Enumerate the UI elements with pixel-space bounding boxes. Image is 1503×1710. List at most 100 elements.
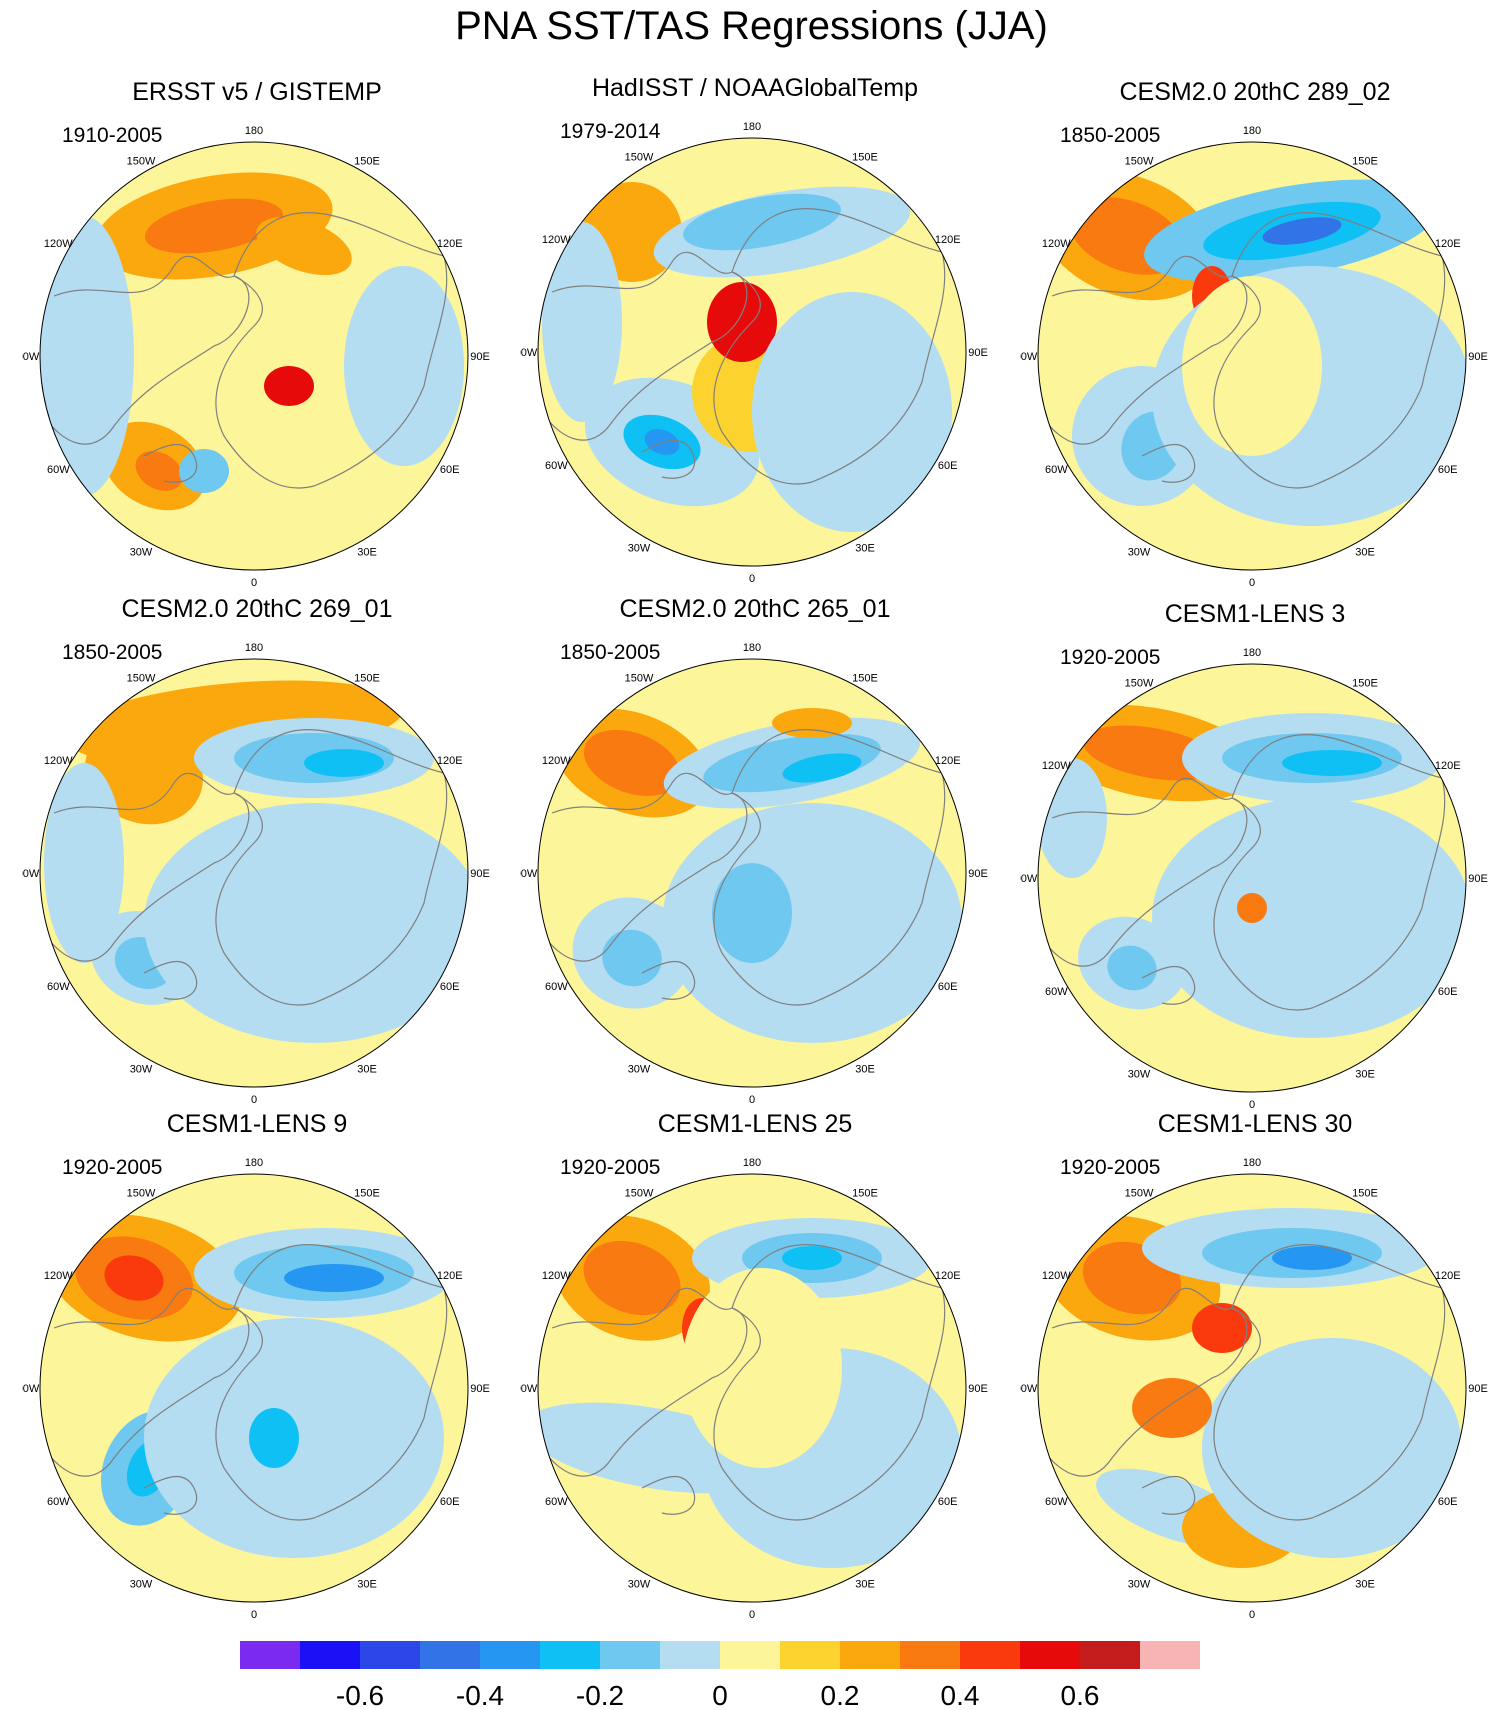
longitude-label: 150W [127,155,156,167]
longitude-label: 60E [938,981,958,993]
polar-map: 180 150E 120E 90E 60E 30E 0 30W 60W 90W 120W 150W [22,642,490,1106]
longitude-label: 60E [1438,464,1458,476]
anomaly-contour [256,216,352,276]
anomaly-contour [1152,798,1466,1038]
longitude-label: 150E [852,1187,878,1199]
panel-period: 1850-2005 [560,641,661,664]
colorbar-swatch [1140,1641,1200,1669]
longitude-label: 120W [44,238,73,250]
anomaly-contour [104,1255,164,1301]
map-border [39,1173,469,1603]
coastline [143,960,198,1000]
longitude-label: 90W [1020,1383,1038,1395]
longitude-label: 60W [47,981,70,993]
longitude-label: 30E [1355,1579,1375,1591]
longitude-label: 30E [357,1579,377,1591]
coastline [143,1475,198,1515]
panel-period: 1920-2005 [1060,1156,1161,1179]
longitude-label: 0 [1249,1609,1255,1621]
longitude-label: 0 [749,1094,755,1106]
coastline [641,439,696,479]
longitude-label: 30E [855,1579,875,1591]
anomaly-contour [752,292,952,532]
anomaly-contour [644,429,680,455]
colorbar-swatch [360,1641,421,1669]
longitude-label: 120W [44,755,73,767]
longitude-label: 150E [1352,677,1378,689]
anomaly-contour [602,929,662,987]
colorbar-swatch [900,1641,961,1669]
coastline [1041,255,1248,445]
map-border [537,137,967,567]
anomaly-contour [583,730,681,796]
colorbar-swatch [300,1641,361,1669]
anomaly-contour [144,803,468,1043]
longitude-label: 120W [542,755,571,767]
longitude-label: 120W [1042,238,1071,250]
longitude-label: 120W [1042,760,1071,772]
longitude-label: 120E [935,1270,961,1282]
map-border [1037,663,1467,1093]
panel-title: HadISST / NOAAGlobalTemp [591,74,919,102]
longitude-label: 30E [357,547,377,559]
longitude-label: 150W [1125,1187,1154,1199]
polar-map: 180 150E 120E 90E 60E 30E 0 30W 60W 90W 120W 150W [1020,125,1488,589]
polar-map: 180 150E 120E 90E 60E 30E 0 30W 60W 90W 120W 150W [22,125,490,589]
map-panel: 180 150E 120E 90E 60E 30E 0 30W 60W 90W 120W 150W Ha… [520,74,990,594]
coastline [1041,777,1248,967]
coastline [1213,212,1446,489]
panel-title: CESM1-LENS 3 [1164,600,1346,628]
longitude-label: 60E [440,464,460,476]
anomaly-contour [1237,893,1267,923]
anomaly-contour [662,803,962,1043]
anomaly-contour [1132,1378,1212,1438]
longitude-label: 150W [625,1187,654,1199]
longitude-label: 150E [354,672,380,684]
colorbar-swatch [420,1641,481,1669]
panel-period: 1850-2005 [62,641,163,664]
longitude-label: 90W [1020,873,1038,885]
panel-period: 1850-2005 [1060,124,1161,147]
longitude-label: 120W [1042,1270,1071,1282]
coastline [713,208,946,485]
map-panel: 180 150E 120E 90E 60E 30E 0 30W 60W 90W 120W 150W CE… [520,1110,990,1630]
longitude-label: 60W [545,981,568,993]
colorbar-swatch [1020,1641,1081,1669]
longitude-label: 180 [743,121,761,133]
polar-map: 180 150E 120E 90E 60E 30E 0 30W 60W 90W 120W 150W [1020,647,1488,1111]
map-panel: 180 150E 120E 90E 60E 30E 0 30W 60W 90W 120W 150W CE… [520,595,990,1115]
coastline [1041,1287,1248,1477]
longitude-label: 60E [1438,1496,1458,1508]
colorbar-label: 0.2 [821,1680,860,1710]
coastline [215,1244,448,1521]
anomaly-contour [144,198,284,254]
map-border [39,658,469,1088]
longitude-label: 150W [625,672,654,684]
anomaly-contour [344,266,464,466]
longitude-label: 90W [1020,351,1038,363]
anomaly-contour [179,449,229,493]
colorbar: -0.6 -0.4 -0.2 0 0.2 0.4 0.6 [240,1641,1200,1710]
coastline [215,212,448,489]
longitude-label: 90W [520,347,538,359]
map-border [537,658,967,1088]
longitude-label: 0 [251,1094,257,1106]
longitude-label: 0 [1249,577,1255,589]
longitude-label: 60W [1045,986,1068,998]
longitude-label: 90W [22,868,40,880]
longitude-label: 30E [357,1064,377,1076]
longitude-label: 60W [545,1496,568,1508]
longitude-label: 120E [935,755,961,767]
coastline [541,772,748,962]
coastline [541,251,748,441]
anomaly-contour [707,282,777,362]
longitude-label: 60W [47,1496,70,1508]
panel-period: 1920-2005 [560,1156,661,1179]
longitude-label: 90E [968,868,988,880]
panel-period: 1920-2005 [62,1156,163,1179]
longitude-label: 180 [245,642,263,654]
longitude-label: 30W [1128,547,1151,559]
longitude-label: 90E [470,1383,490,1395]
coastline [713,1244,946,1521]
map-panel: 180 150E 120E 90E 60E 30E 0 30W 60W 90W 120W 150W CE… [1020,600,1490,1120]
